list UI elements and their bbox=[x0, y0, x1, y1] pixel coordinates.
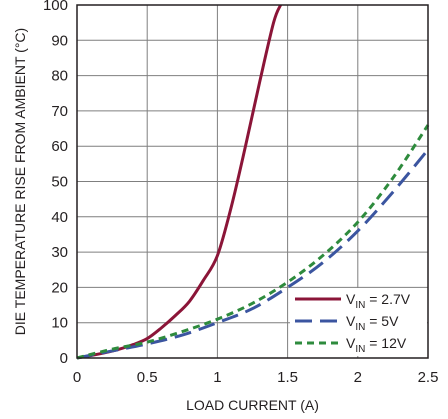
y-tick-label: 50 bbox=[51, 174, 68, 191]
legend-label-subscript: IN bbox=[355, 344, 365, 355]
y-tick-label: 20 bbox=[51, 279, 68, 296]
legend-label-2: VIN = 5V bbox=[346, 313, 399, 333]
x-tick-label: 0 bbox=[73, 369, 81, 386]
legend-label-3: VIN = 12V bbox=[346, 335, 407, 355]
legend-label-main: V bbox=[346, 291, 356, 307]
legend-label-subscript: IN bbox=[355, 322, 365, 333]
legend-label-main: V bbox=[346, 313, 356, 329]
legend-label-rest: = 2.7V bbox=[365, 291, 410, 307]
y-axis-label: DIE TEMPERATURE RISE FROM AMBIENT (°C) bbox=[12, 28, 28, 335]
y-tick-label: 60 bbox=[51, 138, 68, 155]
series-line-3 bbox=[76, 124, 430, 360]
plot-frame bbox=[76, 4, 429, 359]
x-tick-label: 0.5 bbox=[137, 369, 158, 386]
x-tick-label: 1.5 bbox=[277, 369, 298, 386]
legend-label-rest: = 5V bbox=[365, 313, 399, 329]
y-tick-label: 30 bbox=[51, 244, 68, 261]
y-tick-label: 40 bbox=[51, 209, 68, 226]
y-tick-label: 70 bbox=[51, 103, 68, 120]
x-tick-label: 2 bbox=[354, 369, 362, 386]
series-line-2 bbox=[76, 148, 430, 360]
legend-label-subscript: IN bbox=[355, 300, 365, 311]
y-tick-label: 10 bbox=[51, 315, 68, 332]
legend-label-main: V bbox=[346, 335, 356, 351]
y-tick-label: 90 bbox=[51, 32, 68, 49]
y-tick-label: 80 bbox=[51, 68, 68, 85]
tick-labels: 0 0.5 1 1.5 2 2.5 0 10 20 30 40 50 60 70 80 90 100 bbox=[43, 0, 438, 386]
legend-label-rest: = 12V bbox=[365, 335, 407, 351]
x-tick-label: 2.5 bbox=[418, 369, 439, 386]
legend-label-1: VIN = 2.7V bbox=[346, 291, 411, 311]
y-tick-label: 100 bbox=[43, 0, 68, 14]
series-lines bbox=[76, 4, 430, 360]
x-tick-label: 1 bbox=[213, 369, 221, 386]
x-axis-label: LOAD CURRENT (A) bbox=[186, 397, 319, 413]
y-tick-label: 0 bbox=[60, 350, 68, 367]
